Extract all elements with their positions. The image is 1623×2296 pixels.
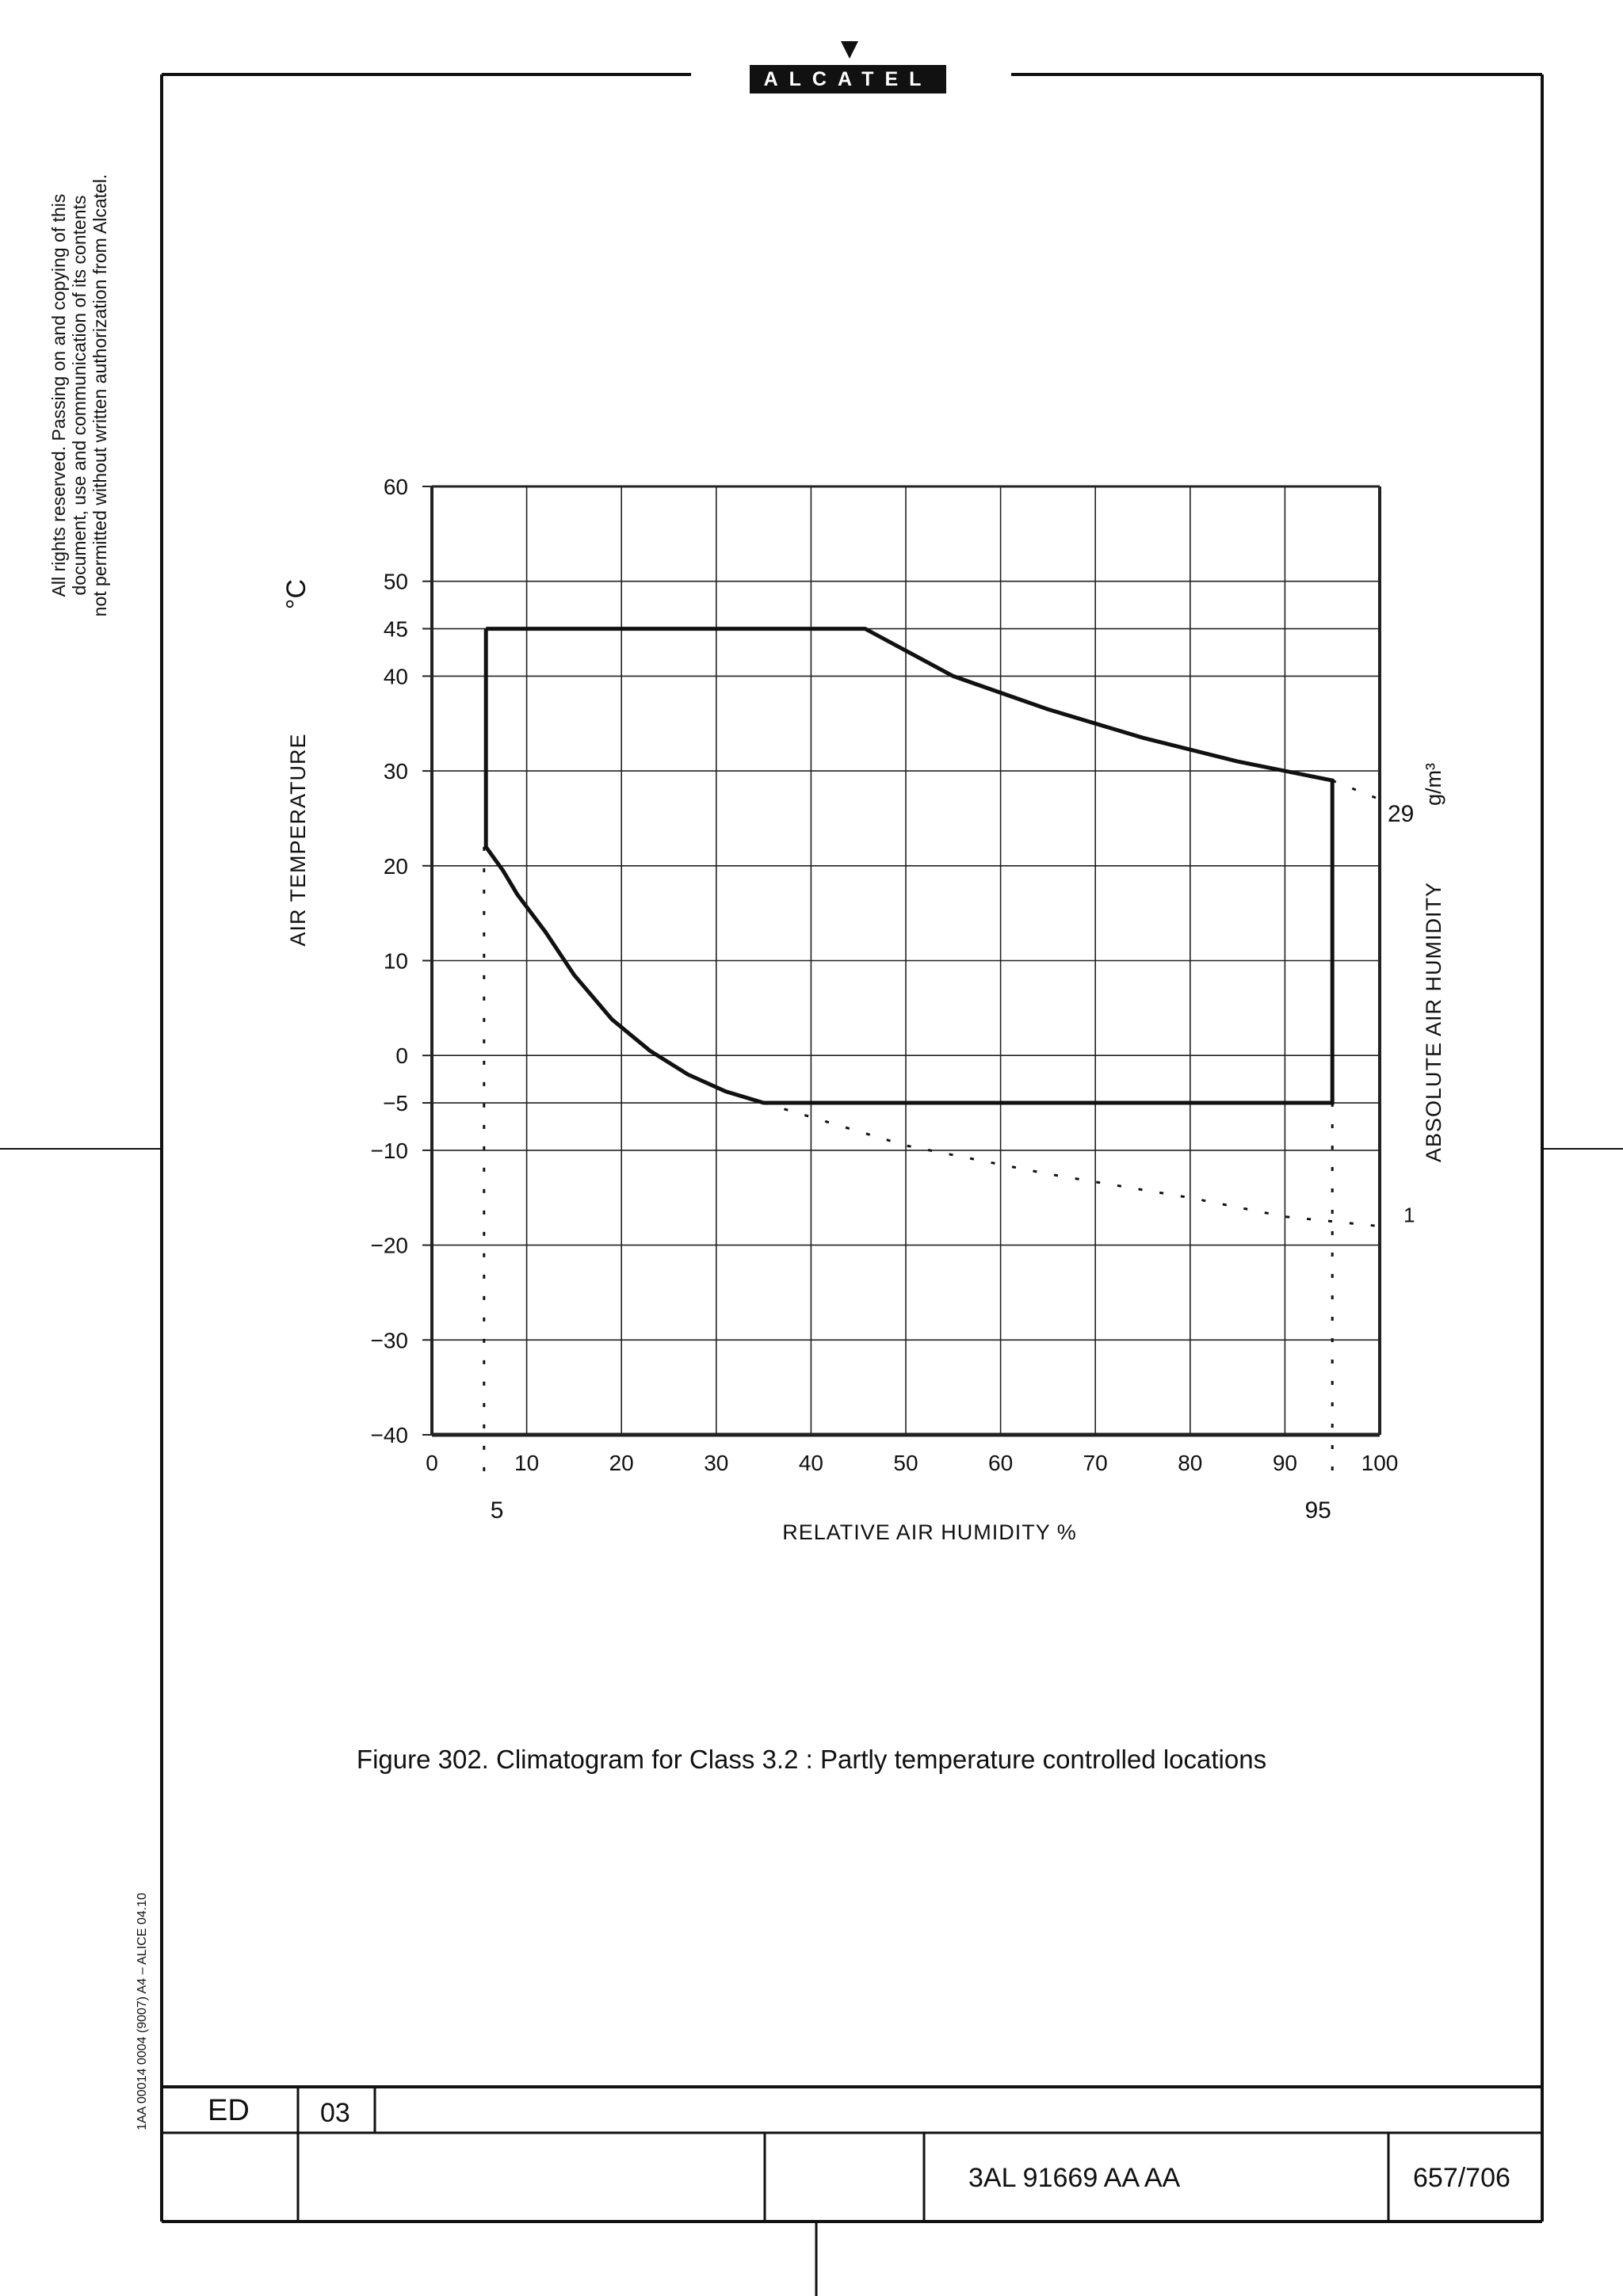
dotted-boundary-line — [763, 1101, 1381, 1228]
chart-annotation: 1 — [1403, 1203, 1415, 1227]
x-tick-label: 70 — [1083, 1451, 1108, 1475]
x-tick-label: 50 — [893, 1451, 918, 1475]
y-tick-label: 60 — [384, 475, 408, 499]
chart-ticks: 0 10 20 30 40 50 60 70 80 90 100 −40 −30 −20 −10 −5 0 10 2… — [371, 475, 1399, 1475]
y-tick-label: −40 — [371, 1423, 409, 1447]
y2-axis-label: ABSOLUTE AIR HUMIDITY — [1422, 882, 1445, 1162]
chart-annotation: 5 — [491, 1497, 504, 1524]
chart-series — [483, 627, 1381, 1482]
chart-annotation: 29 — [1388, 801, 1414, 827]
x-axis-label: RELATIVE AIR HUMIDITY % — [782, 1520, 1077, 1544]
climatogram-chart: 0 10 20 30 40 50 60 70 80 90 100−40−30−20−10−50102… — [281, 475, 1445, 1544]
y2-axis-unit: g/m³ — [1422, 763, 1445, 806]
y-tick-label: 30 — [384, 759, 408, 784]
figure-caption: Figure 302. Climatogram for Class 3.2 : … — [356, 1745, 1267, 1774]
logo-triangle-icon — [841, 41, 858, 59]
chart-annotation: 95 — [1305, 1497, 1331, 1524]
x-tick-label: 30 — [704, 1451, 728, 1475]
chart-grid — [422, 485, 1381, 1437]
x-tick-label: 90 — [1273, 1451, 1297, 1475]
climate-envelope-line — [483, 627, 1335, 1105]
x-tick-label: 40 — [799, 1451, 823, 1475]
edition-label: ED — [208, 2094, 250, 2127]
edition-number: 03 — [320, 2098, 350, 2128]
x-tick-label: 0 — [426, 1451, 438, 1475]
y-tick-label: 10 — [384, 949, 408, 974]
x-tick-label: 20 — [609, 1451, 634, 1475]
page-number: 657/706 — [1413, 2163, 1510, 2193]
y-axis-unit: °C — [281, 579, 311, 609]
document-number: 3AL 91669 AA AA — [968, 2163, 1181, 2193]
x-tick-label: 80 — [1178, 1451, 1202, 1475]
form-reference: 1AA 00014 0004 (9007) A4 – ALICE 04.10 — [136, 1893, 149, 2130]
y-tick-label: −10 — [371, 1138, 409, 1163]
dotted-boundary-line — [1331, 779, 1381, 801]
y-tick-label: −5 — [383, 1091, 408, 1116]
y-tick-label: 20 — [384, 854, 408, 879]
y-tick-label: 50 — [384, 570, 408, 594]
x-tick-label: 100 — [1361, 1451, 1399, 1475]
x-tick-label: 10 — [514, 1451, 539, 1475]
chart-annotations: 29 1 5 95 — [491, 801, 1415, 1524]
y-tick-label: 40 — [384, 664, 408, 688]
y-tick-label: −20 — [371, 1234, 409, 1258]
y-tick-label: −30 — [371, 1328, 409, 1352]
y-tick-label: 0 — [395, 1043, 408, 1068]
x-tick-label: 60 — [988, 1451, 1013, 1475]
company-logo: ALCATEL — [750, 65, 946, 93]
y-tick-label: 45 — [384, 617, 408, 642]
y-axis-label: AIR TEMPERATURE — [286, 733, 310, 946]
